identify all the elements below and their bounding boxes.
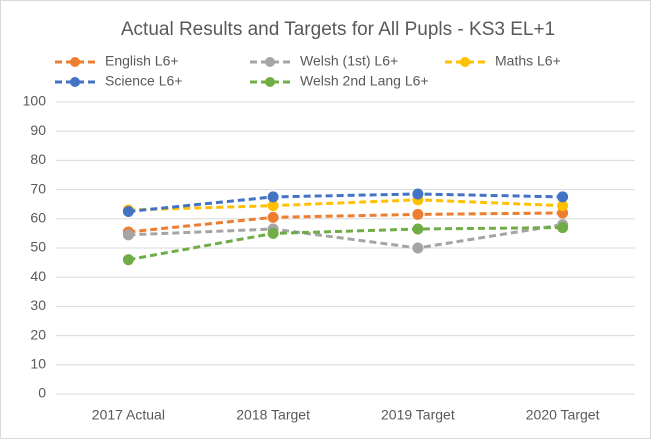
legend-marker xyxy=(265,77,275,87)
y-tick-label: 10 xyxy=(30,356,46,372)
legend-marker xyxy=(70,57,80,67)
series-line xyxy=(128,226,563,262)
chart-title: Actual Results and Targets for All Pupls… xyxy=(121,19,555,40)
y-tick-label: 70 xyxy=(30,180,46,196)
legend-label: Maths L6+ xyxy=(495,53,561,69)
data-point xyxy=(557,222,569,234)
legend-marker xyxy=(70,77,80,87)
data-point xyxy=(122,254,134,266)
y-tick-label: 80 xyxy=(30,151,46,167)
legend-marker xyxy=(265,57,275,67)
y-tick-label: 20 xyxy=(30,326,46,342)
y-tick-label: 0 xyxy=(38,385,46,401)
y-tick-label: 30 xyxy=(30,297,46,313)
data-point xyxy=(267,200,279,212)
data-point xyxy=(267,211,279,223)
data-point xyxy=(122,229,134,241)
series-line xyxy=(128,198,563,212)
data-point xyxy=(557,200,569,212)
legend-label: Science L6+ xyxy=(105,73,182,89)
series-line xyxy=(128,192,563,213)
y-tick-label: 50 xyxy=(30,239,46,255)
data-point xyxy=(412,188,424,200)
y-tick-label: 100 xyxy=(23,93,47,109)
data-point xyxy=(412,223,424,235)
series-line xyxy=(128,211,563,234)
series-line xyxy=(128,223,563,250)
legend-label: English L6+ xyxy=(105,53,179,69)
data-point xyxy=(267,227,279,239)
legend-label: Welsh 2nd Lang L6+ xyxy=(300,73,429,89)
legend-marker xyxy=(460,57,470,67)
y-tick-label: 60 xyxy=(30,210,46,226)
x-tick-label: 2017 Actual xyxy=(92,407,165,423)
data-point xyxy=(412,242,424,254)
x-tick-label: 2018 Target xyxy=(236,407,310,423)
x-tick-label: 2019 Target xyxy=(381,407,455,423)
data-point xyxy=(122,206,134,217)
legend-label: Welsh (1st) L6+ xyxy=(300,53,398,69)
y-tick-label: 90 xyxy=(30,122,46,138)
y-tick-label: 40 xyxy=(30,268,46,284)
x-tick-label: 2020 Target xyxy=(526,407,600,423)
data-point xyxy=(267,191,279,203)
data-point xyxy=(412,208,424,220)
data-point xyxy=(557,191,569,203)
